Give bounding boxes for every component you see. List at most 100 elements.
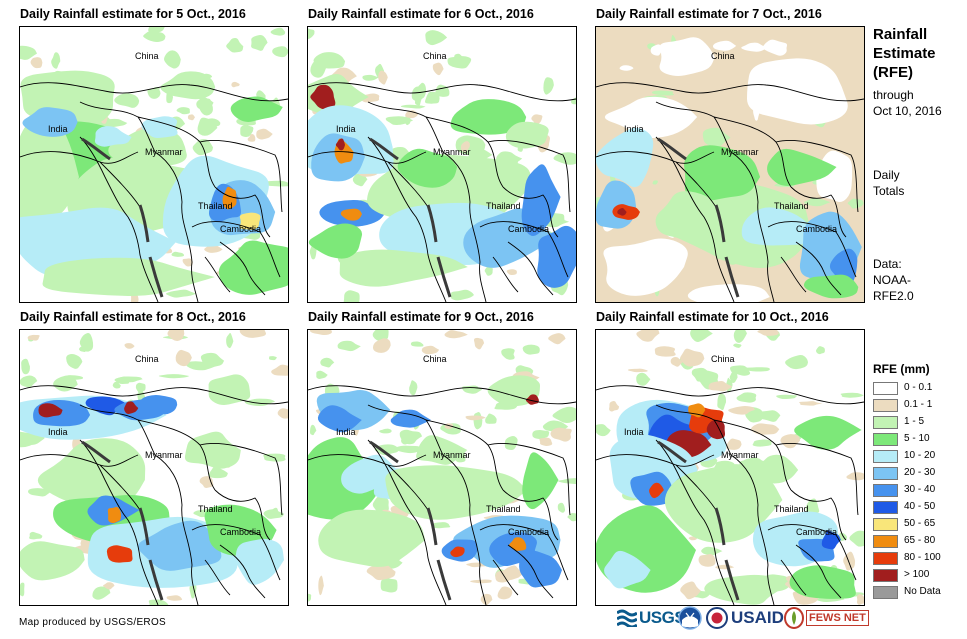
- rain-speckle: [239, 330, 267, 338]
- border-line: [713, 419, 792, 491]
- panel-title-oct9: Daily Rainfall estimate for 9 Oct., 2016: [308, 310, 534, 324]
- rain-speckle: [171, 251, 185, 257]
- rain-speckle: [751, 423, 780, 435]
- rain-speckle: [176, 107, 190, 115]
- place-label-china: China: [135, 51, 159, 61]
- coastline: [79, 136, 231, 302]
- border-line: [507, 544, 554, 599]
- panel-title-oct5: Daily Rainfall estimate for 5 Oct., 2016: [20, 7, 246, 21]
- rain-speckle: [627, 88, 646, 96]
- border-line: [713, 116, 792, 188]
- rain-speckle: [640, 229, 654, 242]
- rain-speckle: [733, 343, 742, 348]
- rain-speckle: [362, 74, 379, 81]
- rain-speckle: [432, 62, 444, 76]
- border-line: [137, 419, 216, 491]
- rain-speckle: [531, 114, 543, 125]
- rain-speckle: [635, 67, 658, 76]
- rain-area: [604, 550, 651, 589]
- rain-speckle: [805, 498, 820, 515]
- rain-speckle: [409, 380, 418, 396]
- border-line: [219, 241, 266, 296]
- rainfall-map-oct6: China India Myanmar Thailand Cambodia: [307, 26, 577, 303]
- rain-speckle: [717, 393, 726, 411]
- rain-speckle: [226, 37, 244, 53]
- rain-speckle: [410, 341, 424, 347]
- rain-speckle: [271, 364, 288, 376]
- usgs-logo: USGS: [617, 603, 686, 633]
- place-label-india: India: [624, 427, 644, 437]
- rain-speckle: [308, 28, 315, 40]
- rain-speckle: [460, 141, 470, 152]
- rain-speckle: [619, 65, 634, 71]
- rain-speckle: [20, 582, 25, 597]
- rain-speckle: [733, 330, 747, 343]
- rain-speckle: [840, 392, 864, 398]
- rain-speckle: [447, 56, 472, 69]
- rain-speckle: [762, 39, 788, 56]
- place-label-india: India: [336, 124, 356, 134]
- rain-speckle: [698, 554, 716, 567]
- rain-area: [509, 537, 527, 551]
- border-line: [767, 524, 857, 581]
- rain-speckle: [20, 45, 37, 60]
- rain-area: [603, 238, 688, 296]
- rain-speckle: [603, 41, 628, 47]
- map-credit: Map produced by USGS/EROS: [19, 617, 167, 628]
- coastline-shaded: [369, 440, 452, 601]
- border-line: [775, 140, 859, 213]
- rain-area: [160, 71, 216, 100]
- rain-speckle: [600, 59, 622, 74]
- rain-area: [107, 506, 122, 523]
- rain-speckle: [567, 513, 576, 522]
- place-label-cambodia: Cambodia: [508, 527, 549, 537]
- place-label-myanmar: Myanmar: [145, 147, 183, 157]
- rainfall-map-oct7: China India Myanmar Thailand Cambodia: [595, 26, 865, 303]
- rain-area: [20, 114, 79, 233]
- rain-speckle: [770, 128, 783, 136]
- rain-speckle: [465, 415, 486, 421]
- rain-speckle: [372, 338, 391, 353]
- rain-speckle: [609, 400, 620, 412]
- rain-speckle: [343, 290, 360, 302]
- rain-speckle: [21, 358, 30, 375]
- coastline-shaded: [369, 137, 452, 298]
- rainfall-field: [20, 27, 288, 302]
- coastline: [79, 439, 231, 605]
- rain-speckle: [744, 367, 770, 372]
- rain-speckle: [226, 333, 234, 349]
- coastline-shaded: [657, 440, 740, 601]
- rain-speckle: [852, 27, 864, 36]
- rain-speckle: [856, 594, 864, 605]
- rain-speckle: [313, 52, 346, 69]
- rain-speckle: [66, 353, 83, 369]
- rain-area: [235, 538, 284, 585]
- rain-speckle: [651, 90, 675, 96]
- rain-speckle: [741, 42, 767, 52]
- rain-speckle: [271, 507, 279, 517]
- legend-label: 1 - 5: [904, 416, 925, 427]
- rain-speckle: [670, 356, 683, 367]
- legend-label: 50 - 65: [904, 518, 936, 529]
- rain-speckle: [431, 522, 451, 529]
- rain-area: [525, 394, 539, 405]
- border-line: [308, 82, 576, 102]
- border-line: [214, 186, 271, 238]
- rain-speckle: [757, 330, 779, 336]
- rain-speckle: [208, 466, 228, 479]
- country-borders: [596, 385, 864, 605]
- border-line: [308, 151, 427, 164]
- border-line: [308, 454, 427, 467]
- rain-speckle: [843, 124, 864, 133]
- border-line: [507, 241, 554, 296]
- rain-speckle: [167, 330, 185, 341]
- border-line: [775, 443, 859, 516]
- fewsnet-logo: FEWS NET: [784, 603, 869, 633]
- border-line: [219, 544, 266, 599]
- rain-area: [318, 509, 426, 567]
- rain-speckle: [51, 52, 61, 69]
- rain-speckle: [636, 372, 651, 386]
- rain-speckle: [316, 370, 328, 379]
- rain-speckle: [187, 114, 195, 121]
- rain-speckle: [374, 444, 400, 456]
